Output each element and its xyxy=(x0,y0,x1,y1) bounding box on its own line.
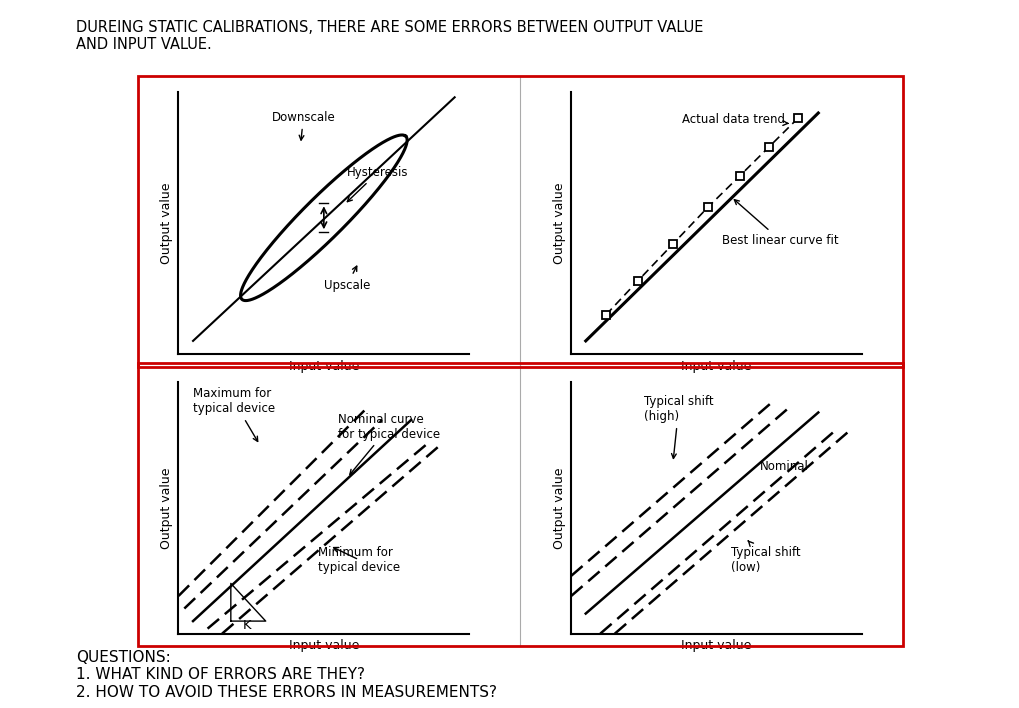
Text: Nominal curve
for typical device: Nominal curve for typical device xyxy=(338,413,440,474)
X-axis label: Input value: Input value xyxy=(681,360,751,372)
Text: Best linear curve fit: Best linear curve fit xyxy=(721,200,839,247)
Text: QUESTIONS:
1. WHAT KIND OF ERRORS ARE THEY?
2. HOW TO AVOID THESE ERRORS IN MEAS: QUESTIONS: 1. WHAT KIND OF ERRORS ARE TH… xyxy=(76,650,497,700)
Text: K: K xyxy=(243,619,251,632)
Text: Hysteresis: Hysteresis xyxy=(346,166,409,202)
Text: Downscale: Downscale xyxy=(271,111,335,140)
Text: Nominal: Nominal xyxy=(759,460,808,473)
Text: Actual data trend: Actual data trend xyxy=(681,113,788,127)
Text: Maximum for
typical device: Maximum for typical device xyxy=(193,387,275,441)
Text: Typical shift
(high): Typical shift (high) xyxy=(643,395,713,459)
Text: Upscale: Upscale xyxy=(323,266,370,292)
Text: Minimum for
typical device: Minimum for typical device xyxy=(318,546,399,573)
Y-axis label: Output value: Output value xyxy=(552,182,566,264)
X-axis label: Input value: Input value xyxy=(681,639,751,652)
X-axis label: Input value: Input value xyxy=(288,360,359,372)
Text: DUREING STATIC CALIBRATIONS, THERE ARE SOME ERRORS BETWEEN OUTPUT VALUE
AND INPU: DUREING STATIC CALIBRATIONS, THERE ARE S… xyxy=(76,20,703,52)
Text: Typical shift
(low): Typical shift (low) xyxy=(731,541,800,573)
X-axis label: Input value: Input value xyxy=(288,639,359,652)
Y-axis label: Output value: Output value xyxy=(160,467,173,549)
Y-axis label: Output value: Output value xyxy=(160,182,173,264)
Y-axis label: Output value: Output value xyxy=(552,467,566,549)
